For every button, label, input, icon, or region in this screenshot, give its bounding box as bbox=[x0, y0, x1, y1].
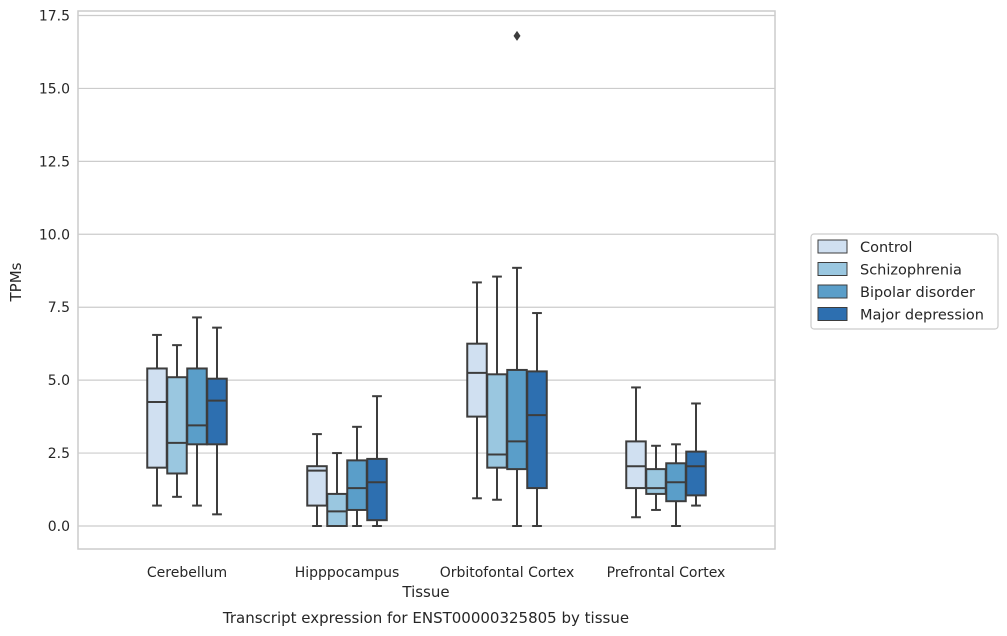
box-iqr bbox=[506, 368, 528, 471]
legend-swatch bbox=[817, 239, 848, 254]
box-iqr bbox=[526, 370, 548, 490]
legend-swatch bbox=[817, 284, 848, 299]
chart-title: Transcript expression for ENST0000032580… bbox=[222, 609, 629, 627]
y-tick-label: 2.5 bbox=[48, 446, 70, 462]
x-tick-label: Prefrontal Cortex bbox=[607, 565, 726, 581]
box-bipolar-disorder bbox=[665, 443, 687, 527]
box-iqr bbox=[206, 377, 228, 446]
box-iqr bbox=[146, 367, 168, 469]
box-iqr bbox=[685, 450, 707, 497]
box-schizophrenia bbox=[326, 452, 348, 528]
y-tick-labels: 0.0 2.5 5.0 7.5 10.0 12.5 15.0 17.5 bbox=[39, 9, 70, 536]
box-major-depression bbox=[366, 395, 388, 527]
x-tick-label: Hipppocampus bbox=[295, 565, 400, 581]
box-schizophrenia bbox=[166, 344, 188, 498]
legend: Control Schizophrenia Bipolar disorder Majo… bbox=[810, 233, 999, 330]
box-iqr bbox=[186, 367, 208, 446]
y-tick-label: 17.5 bbox=[39, 9, 70, 25]
legend-swatch bbox=[817, 262, 848, 276]
box-major-depression bbox=[685, 402, 707, 507]
legend-swatch bbox=[817, 307, 848, 321]
legend-label: Control bbox=[860, 240, 912, 256]
box-major-depression bbox=[526, 312, 548, 527]
box-schizophrenia bbox=[486, 275, 508, 501]
box-iqr bbox=[326, 492, 348, 528]
box-iqr bbox=[346, 459, 368, 511]
box-iqr bbox=[366, 457, 388, 522]
legend-frame bbox=[810, 233, 999, 330]
box-major-depression bbox=[206, 326, 228, 516]
y-axis-label: TPMs bbox=[7, 262, 25, 302]
box-iqr bbox=[645, 468, 667, 495]
outlier-point bbox=[513, 30, 521, 41]
y-tick-label: 7.5 bbox=[48, 300, 70, 316]
box-control bbox=[466, 281, 488, 500]
x-axis-label: Tissue bbox=[401, 583, 449, 601]
box-control bbox=[146, 333, 168, 507]
legend-label: Schizophrenia bbox=[860, 263, 962, 279]
plot-area-frame bbox=[77, 10, 776, 550]
x-tick-label: Cerebellum bbox=[147, 565, 227, 581]
y-tick-label: 15.0 bbox=[39, 81, 70, 97]
y-tick-label: 12.5 bbox=[39, 154, 70, 170]
y-tick-label: 10.0 bbox=[39, 227, 70, 243]
x-tick-labels: Cerebellum Hipppocampus Orbitofontal Corte… bbox=[147, 565, 725, 581]
legend-label: Major depression bbox=[860, 308, 984, 324]
box-iqr bbox=[166, 376, 188, 475]
box-iqr bbox=[466, 342, 488, 418]
y-tick-label: 5.0 bbox=[48, 373, 70, 389]
box-control bbox=[306, 433, 328, 527]
box-iqr bbox=[306, 465, 328, 507]
box-iqr bbox=[625, 440, 647, 490]
legend-label: Bipolar disorder bbox=[860, 285, 975, 301]
y-tick-label: 0.0 bbox=[48, 519, 70, 535]
box-control bbox=[625, 386, 647, 519]
box-bipolar-disorder bbox=[506, 30, 528, 527]
x-tick-label: Orbitofontal Cortex bbox=[440, 565, 575, 581]
box-series bbox=[146, 30, 707, 528]
